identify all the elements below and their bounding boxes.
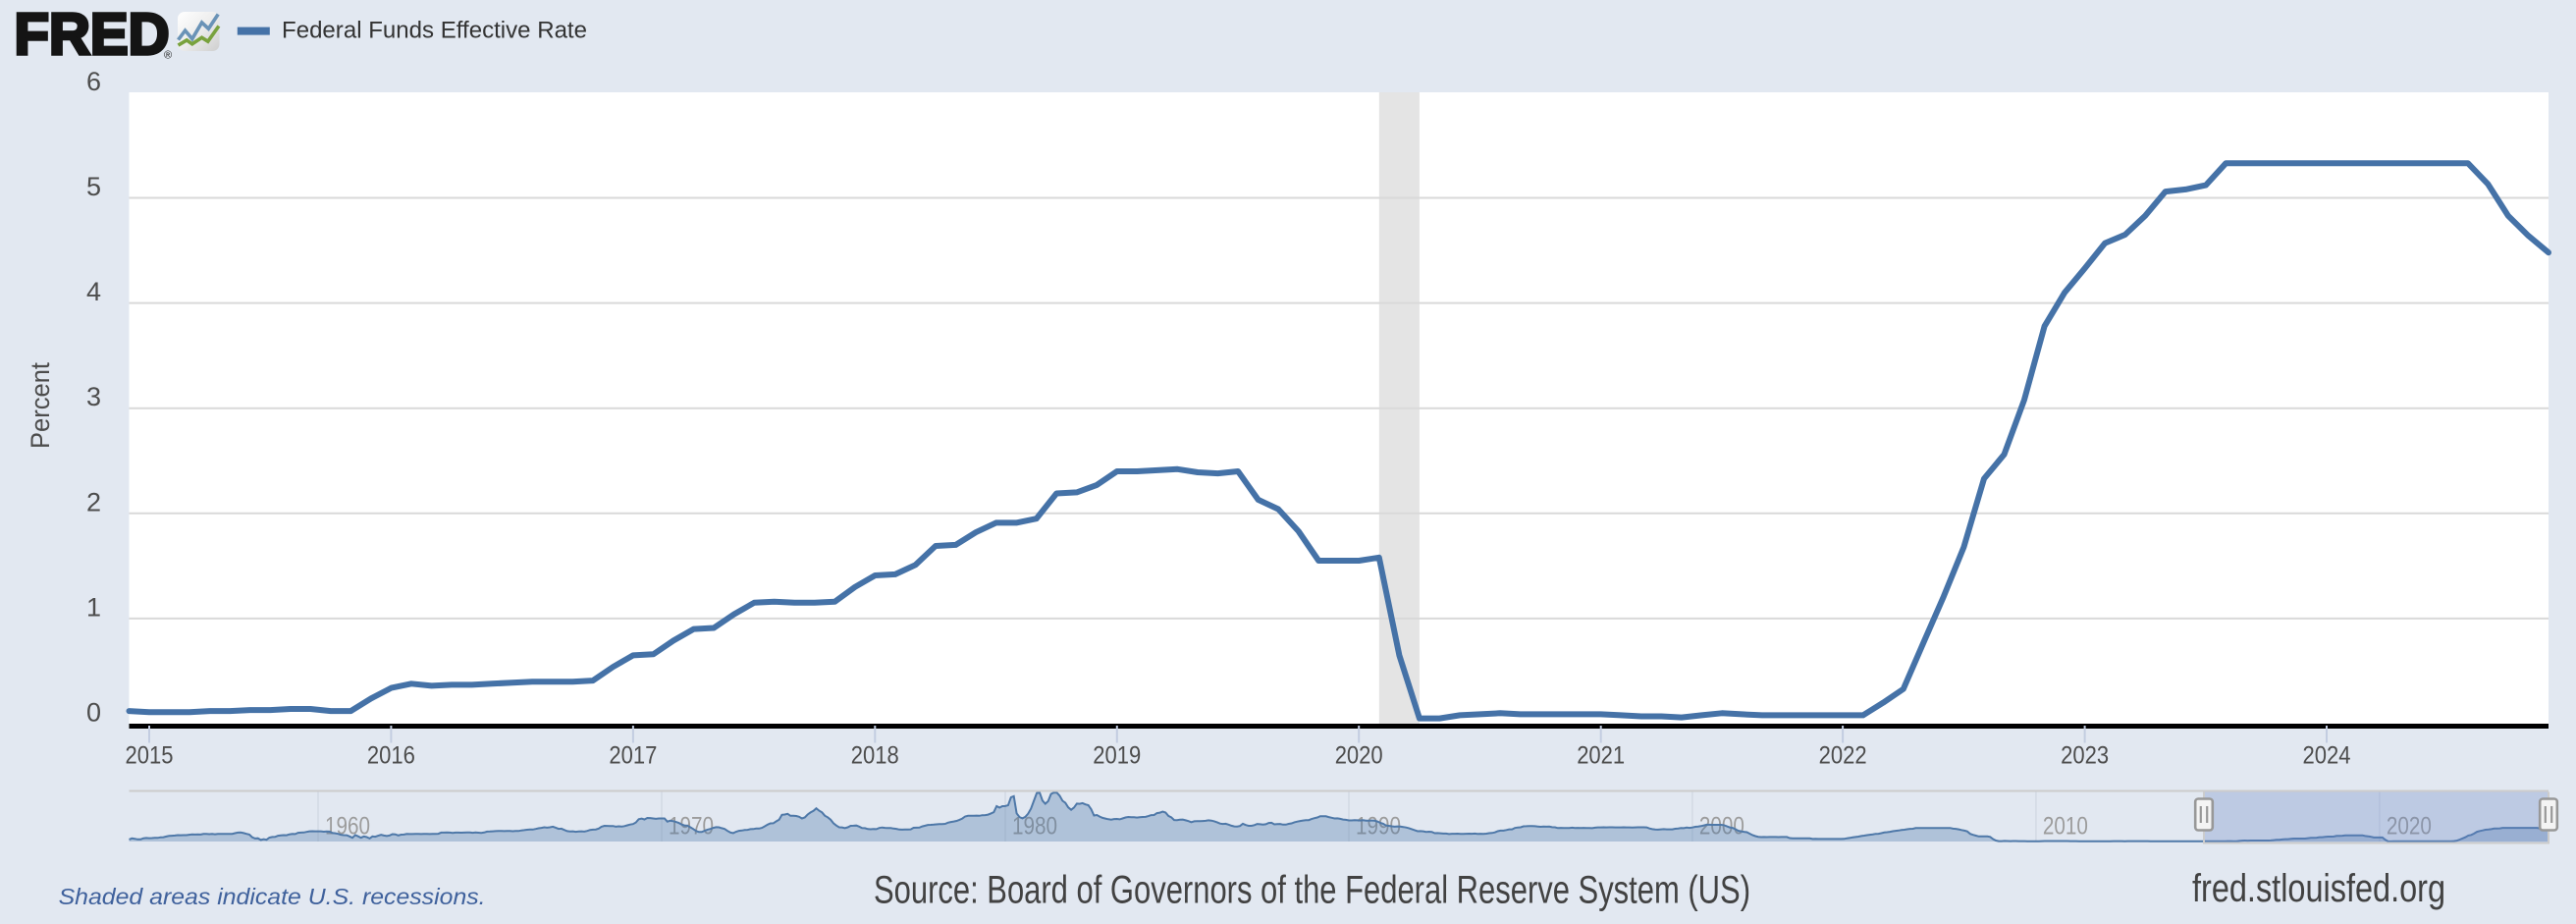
svg-text:1: 1 <box>86 592 101 622</box>
svg-text:6: 6 <box>86 67 101 96</box>
svg-text:0: 0 <box>86 698 101 728</box>
svg-text:Shaded areas indicate U.S. rec: Shaded areas indicate U.S. recessions. <box>59 884 486 909</box>
svg-text:2017: 2017 <box>609 742 657 770</box>
svg-text:2021: 2021 <box>1577 742 1625 770</box>
svg-text:2023: 2023 <box>2061 742 2109 770</box>
svg-text:5: 5 <box>86 172 101 201</box>
svg-text:2: 2 <box>86 487 101 516</box>
svg-text:2024: 2024 <box>2303 742 2351 770</box>
svg-text:Percent: Percent <box>26 362 55 449</box>
svg-text:2015: 2015 <box>126 742 174 770</box>
svg-text:2010: 2010 <box>2043 813 2088 841</box>
svg-text:Federal Funds Effective Rate: Federal Funds Effective Rate <box>282 18 587 44</box>
svg-text:fred.stlouisfed.org: fred.stlouisfed.org <box>2192 867 2445 910</box>
svg-text:2020: 2020 <box>2387 813 2432 841</box>
svg-text:2020: 2020 <box>1335 742 1383 770</box>
svg-text:®: ® <box>164 50 172 62</box>
svg-text:FRED: FRED <box>15 2 170 67</box>
svg-text:2022: 2022 <box>1819 742 1867 770</box>
svg-text:2019: 2019 <box>1093 742 1141 770</box>
svg-text:2016: 2016 <box>367 742 415 770</box>
svg-text:2018: 2018 <box>851 742 899 770</box>
svg-text:4: 4 <box>86 277 101 306</box>
svg-text:2000: 2000 <box>1699 813 1744 841</box>
svg-text:3: 3 <box>86 382 101 411</box>
svg-text:Source: Board of Governors of: Source: Board of Governors of the Federa… <box>874 869 1750 912</box>
svg-text:1970: 1970 <box>669 813 714 841</box>
